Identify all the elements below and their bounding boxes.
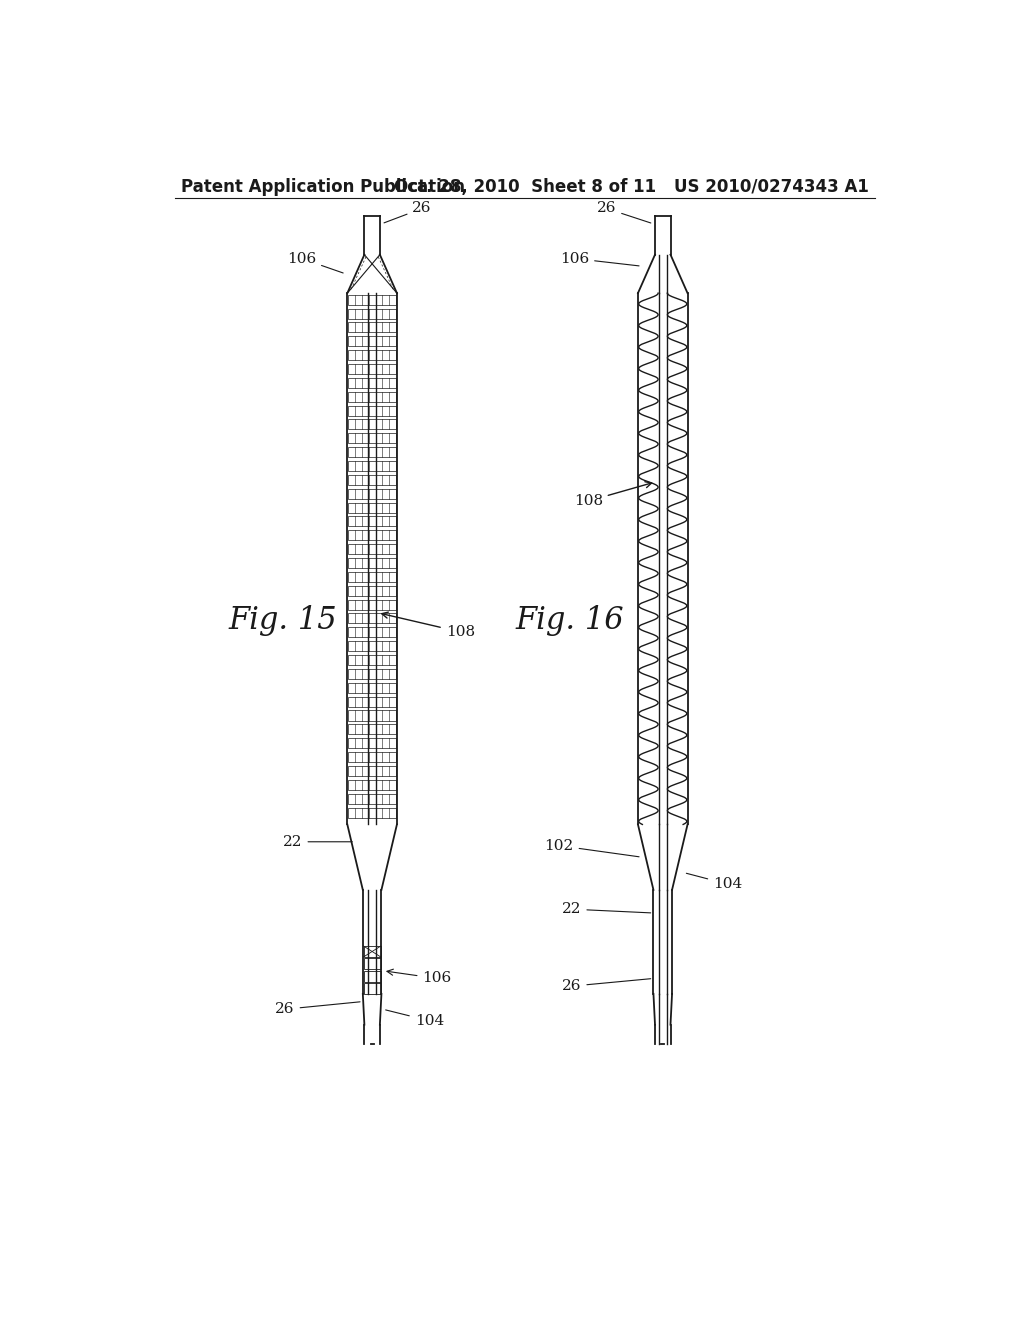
Bar <box>348 350 396 360</box>
Bar <box>348 461 396 471</box>
Text: US 2010/0274343 A1: US 2010/0274343 A1 <box>674 178 869 195</box>
Text: Oct. 28, 2010  Sheet 8 of 11: Oct. 28, 2010 Sheet 8 of 11 <box>394 178 655 195</box>
Bar <box>348 766 396 776</box>
Text: 22: 22 <box>562 902 650 916</box>
Bar <box>348 337 396 346</box>
Text: 22: 22 <box>283 834 352 849</box>
Text: 104: 104 <box>686 874 742 891</box>
Bar <box>348 364 396 374</box>
Bar <box>348 572 396 582</box>
Bar <box>364 958 381 969</box>
Bar <box>348 531 396 540</box>
Bar <box>364 946 381 957</box>
Bar <box>348 475 396 484</box>
Bar <box>348 710 396 721</box>
Bar <box>364 983 381 994</box>
Text: 26: 26 <box>275 1002 360 1016</box>
Bar <box>348 586 396 595</box>
Bar <box>348 669 396 678</box>
Bar <box>348 697 396 706</box>
Text: 106: 106 <box>387 969 452 986</box>
Bar <box>348 378 396 388</box>
Bar <box>348 405 396 416</box>
Bar <box>348 558 396 568</box>
Bar <box>348 725 396 734</box>
Bar <box>348 655 396 665</box>
Bar <box>348 488 396 499</box>
Bar <box>348 544 396 554</box>
Bar <box>348 780 396 789</box>
Bar <box>348 503 396 512</box>
Bar <box>348 614 396 623</box>
Bar <box>348 808 396 817</box>
Bar <box>348 682 396 693</box>
Text: 26: 26 <box>597 202 651 223</box>
Bar <box>348 516 396 527</box>
Text: 106: 106 <box>560 252 639 265</box>
Text: 104: 104 <box>386 1010 444 1028</box>
Bar <box>348 793 396 804</box>
Text: Fig. 16: Fig. 16 <box>515 605 624 636</box>
Bar <box>348 392 396 401</box>
Text: 26: 26 <box>562 978 650 993</box>
Bar <box>348 433 396 444</box>
Bar <box>348 642 396 651</box>
Bar <box>348 420 396 429</box>
Text: Fig. 15: Fig. 15 <box>228 605 337 636</box>
Bar <box>348 322 396 333</box>
Bar <box>348 599 396 610</box>
Text: 26: 26 <box>384 202 432 223</box>
Bar <box>348 309 396 318</box>
Bar <box>364 970 381 982</box>
Bar <box>348 738 396 748</box>
Text: Patent Application Publication: Patent Application Publication <box>180 178 465 195</box>
Text: 108: 108 <box>573 482 651 508</box>
Text: 102: 102 <box>545 838 639 857</box>
Bar <box>348 294 396 305</box>
Text: 108: 108 <box>382 612 475 639</box>
Bar <box>348 627 396 638</box>
Bar <box>348 447 396 457</box>
Text: 106: 106 <box>287 252 343 273</box>
Bar <box>348 752 396 762</box>
